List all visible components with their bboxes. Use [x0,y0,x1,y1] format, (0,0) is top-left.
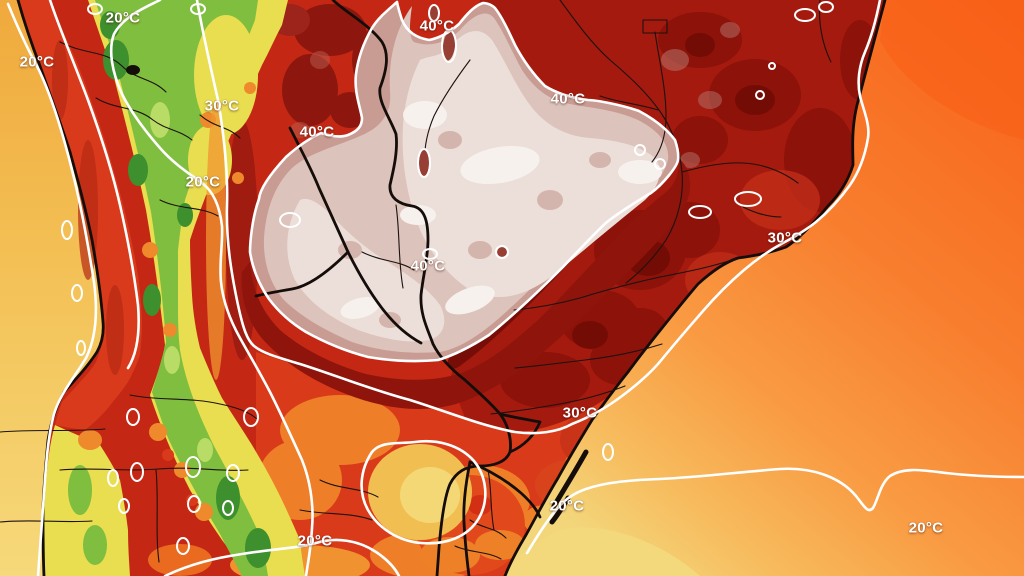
isotherm-20c-south [163,538,401,576]
border-misiones [498,412,542,454]
isotherm-25c-strip [48,0,140,370]
contour-label-30C: 30°C [767,229,803,247]
contour-label-40C: 40°C [419,17,455,35]
southern-warm-zone [148,352,645,576]
contour-label-20C: 20°C [105,9,141,27]
isotherm-20c-andes-east [109,0,314,576]
border-uruguay-brazil [468,460,542,519]
andes-band [88,0,305,576]
border-uruguay-river [462,460,472,576]
border-bolivia-argentina [254,250,350,298]
distrito-federal [642,19,668,34]
contour-label-40C: 40°C [550,90,586,108]
contour-label-20C: 20°C [549,497,585,515]
contour-label-40C: 40°C [299,123,335,141]
coastline-atlantic [503,0,887,576]
isotherm-40c-loop [248,0,680,363]
contour-label-20C: 20°C [185,173,221,191]
isotherm-20c-ocean [525,467,1024,555]
contour-label-20C: 20°C [19,53,55,71]
border-bolivia-brazil-paraguay [331,0,512,576]
ocean-pacific [0,0,104,576]
south-coastal-cool-band [43,425,130,576]
isotherm-25c-yellow-patch [360,440,487,545]
contour-label-20C: 20°C [297,532,333,550]
state-borders [0,0,832,563]
contour-label-40C: 40°C [410,257,446,275]
contour-lines [6,0,1024,576]
ocean-atlantic [505,0,1024,576]
isotherm-20c-pacific [6,2,98,576]
isotherm-30c-loop [195,0,882,435]
contour-label-20C: 20°C [908,519,944,537]
lake-titicaca [126,65,140,75]
contour-islets [61,1,834,555]
contour-label-30C: 30°C [204,97,240,115]
contour-label-30C: 30°C [562,404,598,422]
